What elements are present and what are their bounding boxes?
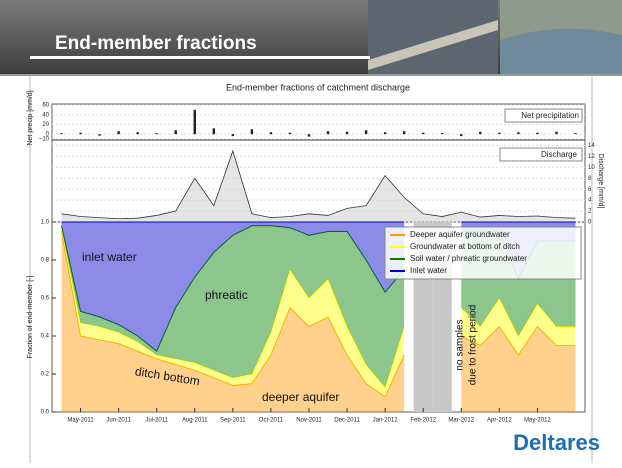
legend-box	[504, 108, 583, 123]
x-tick-label: Apr-2012	[487, 418, 512, 424]
precip-bar	[193, 109, 196, 135]
precip-bar	[98, 134, 101, 136]
y2-tick-label: 6	[588, 187, 592, 193]
y-axis-label: Net precip [mm/d]	[27, 90, 34, 145]
logo: Deltares	[513, 430, 600, 455]
precip-bar	[231, 134, 235, 137]
precip-bar	[345, 131, 349, 135]
discharge-area	[61, 150, 576, 222]
fraction-area	[61, 227, 576, 397]
legend-box	[384, 226, 582, 280]
x-tick-label: Aug-2011	[182, 418, 208, 424]
x-tick-label: Sep-2011	[220, 418, 246, 424]
precip-bar	[517, 132, 520, 135]
precip-bar	[212, 128, 216, 135]
y-axis-label: Fraction of end-member [-]	[27, 276, 34, 359]
y2-tick-label: 8	[588, 176, 592, 182]
y2-axis-label: Discharge [mm/d]	[597, 154, 604, 209]
fraction-area	[61, 222, 576, 352]
x-tick-label: Jul-2011	[145, 418, 168, 424]
fraction-line	[61, 231, 576, 398]
legend-label: Groundwater at bottom of ditch	[410, 242, 520, 251]
legend-label: Soil water / phreatic groundwater	[410, 254, 527, 263]
fraction-area	[61, 225, 576, 388]
precip-bar	[536, 132, 539, 135]
discharge-line	[61, 149, 576, 220]
y-tick-label: −10	[39, 137, 50, 143]
precip-bar	[288, 132, 292, 135]
precip-bar	[326, 131, 330, 135]
x-tick-label: Jan-2012	[373, 418, 399, 424]
y2-tick-label: 12	[588, 154, 595, 160]
y2-tick-label: 4	[588, 198, 592, 204]
legend-label: Inlet water	[410, 266, 447, 275]
y-tick-label: 0.0	[41, 410, 50, 416]
legend-label: Deeper aquifer groundwater	[410, 230, 510, 239]
precip-bar	[269, 132, 273, 135]
precip-bar	[402, 131, 406, 135]
precip-bar	[441, 133, 444, 135]
precip-bar	[136, 132, 139, 135]
y-tick-label: 20	[42, 122, 49, 128]
header-photo-water	[500, 28, 622, 75]
x-tick-label: Feb-2012	[410, 418, 436, 424]
y-tick-label: 0	[46, 132, 50, 138]
annotation: no samples	[455, 319, 466, 370]
y2-tick-label: 14	[588, 143, 595, 149]
precip-bar	[364, 130, 368, 135]
precip-bar	[174, 130, 177, 135]
fraction-line	[61, 227, 576, 389]
title-rule	[30, 56, 370, 59]
x-tick-label: May-2012	[524, 418, 551, 424]
x-tick-label: Oct-2011	[259, 418, 284, 424]
precip-bar	[60, 133, 63, 135]
chart-title: End-member fractions of catchment discha…	[226, 82, 410, 92]
y-tick-label: 60	[42, 103, 49, 109]
legend-label: Discharge	[541, 150, 578, 159]
slide-title: End-member fractions	[55, 33, 257, 54]
header-rule	[0, 74, 622, 76]
annotation: phreatic	[205, 288, 248, 302]
precip-bar	[79, 132, 82, 135]
y-tick-label: 1.0	[41, 220, 50, 226]
x-tick-label: Jun-2011	[106, 418, 131, 424]
y-tick-label: 0.4	[41, 334, 50, 340]
precip-bar	[155, 133, 158, 135]
y2-tick-label: 0	[588, 220, 592, 226]
x-tick-label: May-2011	[67, 418, 94, 424]
annotation: deeper aquifer	[262, 390, 339, 404]
x-tick-label: Dec-2011	[334, 418, 360, 424]
y-tick-label: 0.2	[41, 372, 50, 378]
precip-bar	[117, 131, 120, 135]
precip-bar	[498, 132, 501, 135]
precip-bar	[421, 132, 425, 135]
precip-bar	[479, 131, 482, 135]
x-tick-label: Mar-2012	[448, 418, 474, 424]
y2-tick-label: 2	[588, 209, 592, 215]
annotation: due to frost period	[468, 305, 479, 386]
y-tick-label: 0.8	[41, 258, 50, 264]
y2-tick-label: 10	[588, 165, 595, 171]
precip-bar	[307, 134, 311, 137]
annotation: inlet water	[82, 250, 137, 264]
precip-bar	[574, 133, 577, 135]
y-tick-label: 0.6	[41, 296, 50, 302]
precip-bar	[555, 131, 558, 135]
fraction-area	[61, 231, 576, 412]
precip-bar	[460, 134, 463, 137]
legend-box	[499, 147, 583, 162]
precip-bar	[383, 132, 387, 135]
y-tick-label: 40	[42, 112, 49, 118]
x-tick-label: Nov-2011	[296, 418, 322, 424]
legend-label: Net precipitation	[521, 111, 579, 120]
header-photo-bridge	[368, 20, 498, 70]
precip-bar	[250, 129, 254, 135]
